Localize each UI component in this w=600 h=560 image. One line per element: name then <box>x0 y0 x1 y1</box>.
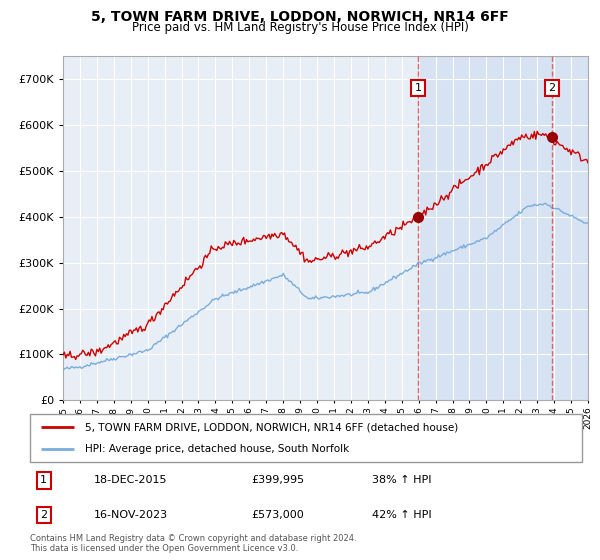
Text: 5, TOWN FARM DRIVE, LODDON, NORWICH, NR14 6FF (detached house): 5, TOWN FARM DRIVE, LODDON, NORWICH, NR1… <box>85 422 458 432</box>
Bar <box>418 56 588 400</box>
Text: 38% ↑ HPI: 38% ↑ HPI <box>372 475 432 486</box>
Text: HPI: Average price, detached house, South Norfolk: HPI: Average price, detached house, Sout… <box>85 444 349 454</box>
Text: 2: 2 <box>40 510 47 520</box>
Bar <box>563 56 588 400</box>
Text: Price paid vs. HM Land Registry's House Price Index (HPI): Price paid vs. HM Land Registry's House … <box>131 21 469 34</box>
Text: 16-NOV-2023: 16-NOV-2023 <box>94 510 167 520</box>
Text: 2: 2 <box>548 83 556 93</box>
Text: 5, TOWN FARM DRIVE, LODDON, NORWICH, NR14 6FF: 5, TOWN FARM DRIVE, LODDON, NORWICH, NR1… <box>91 10 509 24</box>
Text: 1: 1 <box>415 83 422 93</box>
Text: Contains HM Land Registry data © Crown copyright and database right 2024.
This d: Contains HM Land Registry data © Crown c… <box>30 534 356 553</box>
Text: £573,000: £573,000 <box>251 510 304 520</box>
FancyBboxPatch shape <box>30 414 582 462</box>
Text: 18-DEC-2015: 18-DEC-2015 <box>94 475 167 486</box>
Text: 1: 1 <box>40 475 47 486</box>
Text: 42% ↑ HPI: 42% ↑ HPI <box>372 510 432 520</box>
Text: £399,995: £399,995 <box>251 475 304 486</box>
